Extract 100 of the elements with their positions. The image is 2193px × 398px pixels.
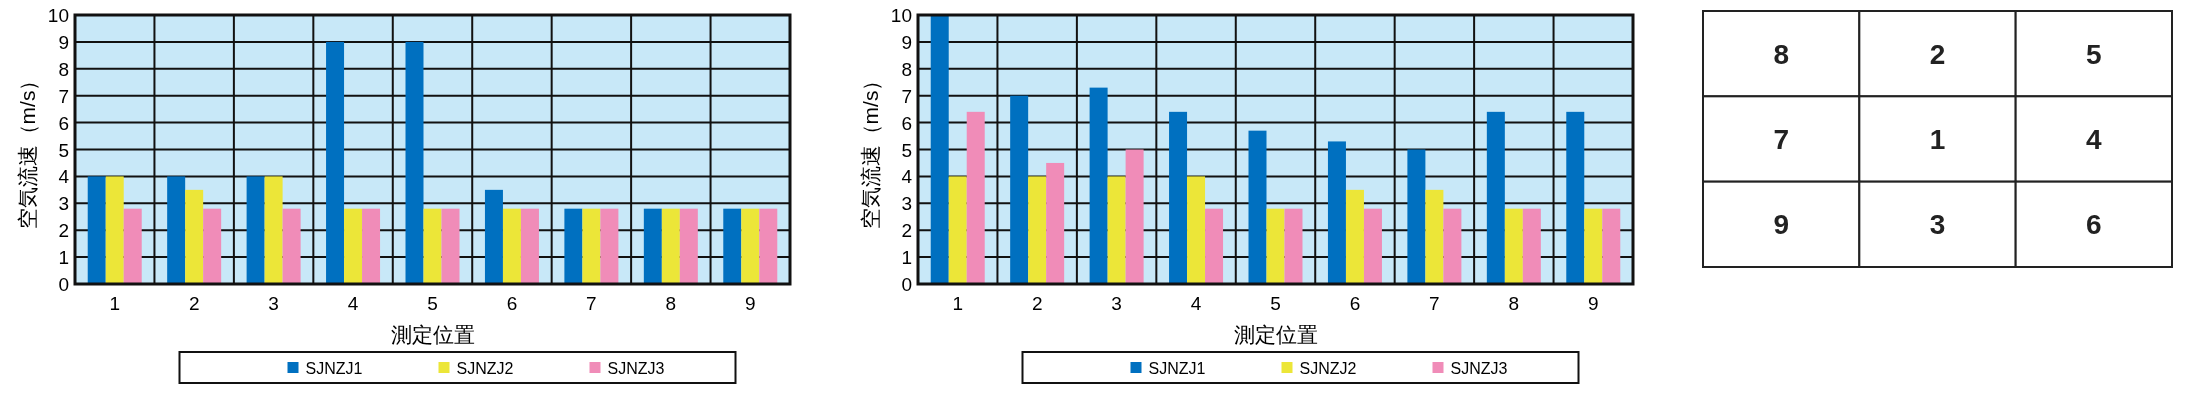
bar bbox=[502, 208, 521, 284]
bar bbox=[1602, 208, 1621, 284]
y-tick-label: 0 bbox=[58, 274, 69, 295]
bar bbox=[1248, 130, 1267, 284]
y-tick-label: 10 bbox=[890, 5, 912, 26]
bar bbox=[1125, 149, 1144, 284]
bar bbox=[1443, 208, 1462, 284]
bar bbox=[423, 208, 442, 284]
text: 3 bbox=[1929, 209, 1946, 241]
y-tick-label: 8 bbox=[901, 58, 912, 80]
bar bbox=[966, 111, 985, 284]
bar bbox=[1028, 176, 1047, 284]
bar bbox=[1363, 208, 1382, 284]
y-axis-title: 空気流速（m/s） bbox=[16, 69, 39, 230]
x-tick-label: 2 bbox=[188, 293, 200, 314]
bar bbox=[441, 208, 460, 284]
x-tick-label: 1 bbox=[109, 293, 121, 314]
x-axis-title: 測定位置 bbox=[1233, 323, 1318, 346]
bar bbox=[741, 208, 760, 284]
bar bbox=[661, 208, 680, 284]
bar bbox=[759, 208, 778, 284]
text: 4 bbox=[2086, 124, 2103, 155]
text: 7 bbox=[1773, 124, 1789, 155]
text: 1 bbox=[1929, 124, 1946, 155]
bar bbox=[1107, 176, 1126, 284]
y-tick-label: 9 bbox=[58, 31, 69, 53]
x-tick-label: 9 bbox=[744, 293, 756, 314]
bar bbox=[362, 208, 381, 284]
bar bbox=[123, 208, 142, 284]
bar bbox=[203, 208, 222, 284]
legend-label: SJNZJ2 bbox=[1299, 360, 1357, 377]
bar bbox=[246, 176, 265, 284]
x-tick-label: 1 bbox=[952, 293, 964, 314]
y-tick-label: 2 bbox=[901, 220, 912, 242]
x-tick-label: 7 bbox=[586, 293, 597, 314]
bar bbox=[948, 176, 967, 284]
x-tick-label: 6 bbox=[1349, 293, 1361, 314]
bar bbox=[1584, 208, 1603, 284]
x-tick-label: 8 bbox=[1508, 293, 1520, 314]
bar bbox=[679, 208, 698, 284]
bar bbox=[564, 208, 583, 284]
bar bbox=[405, 41, 424, 284]
bar bbox=[1010, 95, 1029, 284]
bar bbox=[167, 176, 186, 284]
bar bbox=[1169, 111, 1188, 284]
y-tick-label: 9 bbox=[901, 31, 912, 53]
bar bbox=[723, 208, 742, 284]
y-tick-label: 4 bbox=[58, 166, 70, 188]
bar bbox=[264, 176, 283, 284]
text: 2 bbox=[1929, 38, 1946, 70]
y-tick-label: 5 bbox=[901, 139, 912, 161]
y-tick-label: 6 bbox=[58, 112, 69, 134]
x-tick-label: 4 bbox=[1190, 293, 1202, 314]
legend-label: SJNZJ2 bbox=[456, 360, 514, 377]
y-tick-label: 7 bbox=[901, 85, 912, 107]
bar bbox=[1486, 111, 1505, 284]
bar bbox=[520, 208, 539, 284]
text: 8 bbox=[1773, 38, 1789, 70]
text: 9 bbox=[1773, 209, 1789, 241]
bar bbox=[600, 208, 619, 284]
x-tick-label: 3 bbox=[268, 293, 279, 314]
bar bbox=[1504, 208, 1523, 284]
x-tick-label: 6 bbox=[506, 293, 518, 314]
y-tick-label: 0 bbox=[901, 274, 912, 295]
y-axis-title: 空気流速（m/s） bbox=[859, 69, 882, 230]
bar bbox=[1407, 149, 1426, 284]
x-tick-label: 7 bbox=[1429, 293, 1440, 314]
bar bbox=[1089, 87, 1108, 284]
bar bbox=[1425, 189, 1444, 284]
x-tick-label: 9 bbox=[1587, 293, 1599, 314]
bar bbox=[582, 208, 601, 284]
bar bbox=[1266, 208, 1285, 284]
bar bbox=[1345, 189, 1364, 284]
x-tick-label: 4 bbox=[347, 293, 359, 314]
bar bbox=[1205, 208, 1224, 284]
bar bbox=[1522, 208, 1541, 284]
y-tick-label: 1 bbox=[58, 247, 69, 269]
legend-label: SJNZJ1 bbox=[1148, 360, 1206, 377]
text: 6 bbox=[2086, 209, 2102, 241]
bar bbox=[1327, 141, 1346, 284]
y-tick-label: 6 bbox=[901, 112, 912, 134]
y-tick-label: 4 bbox=[901, 166, 913, 188]
bar bbox=[1284, 208, 1303, 284]
y-tick-label: 7 bbox=[58, 85, 69, 107]
bar bbox=[643, 208, 662, 284]
y-tick-label: 3 bbox=[58, 193, 69, 215]
y-tick-label: 1 bbox=[901, 247, 912, 269]
x-tick-label: 8 bbox=[665, 293, 677, 314]
bar bbox=[105, 176, 124, 284]
bar bbox=[326, 41, 345, 284]
legend-label: SJNZJ3 bbox=[1450, 360, 1508, 377]
x-tick-label: 3 bbox=[1111, 293, 1122, 314]
bar bbox=[930, 15, 949, 284]
bar bbox=[1187, 176, 1206, 284]
bar bbox=[87, 176, 106, 284]
y-tick-label: 2 bbox=[58, 220, 69, 242]
x-tick-label: 5 bbox=[1270, 293, 1281, 314]
bar bbox=[282, 208, 301, 284]
bar bbox=[185, 189, 204, 284]
bar bbox=[484, 189, 503, 284]
